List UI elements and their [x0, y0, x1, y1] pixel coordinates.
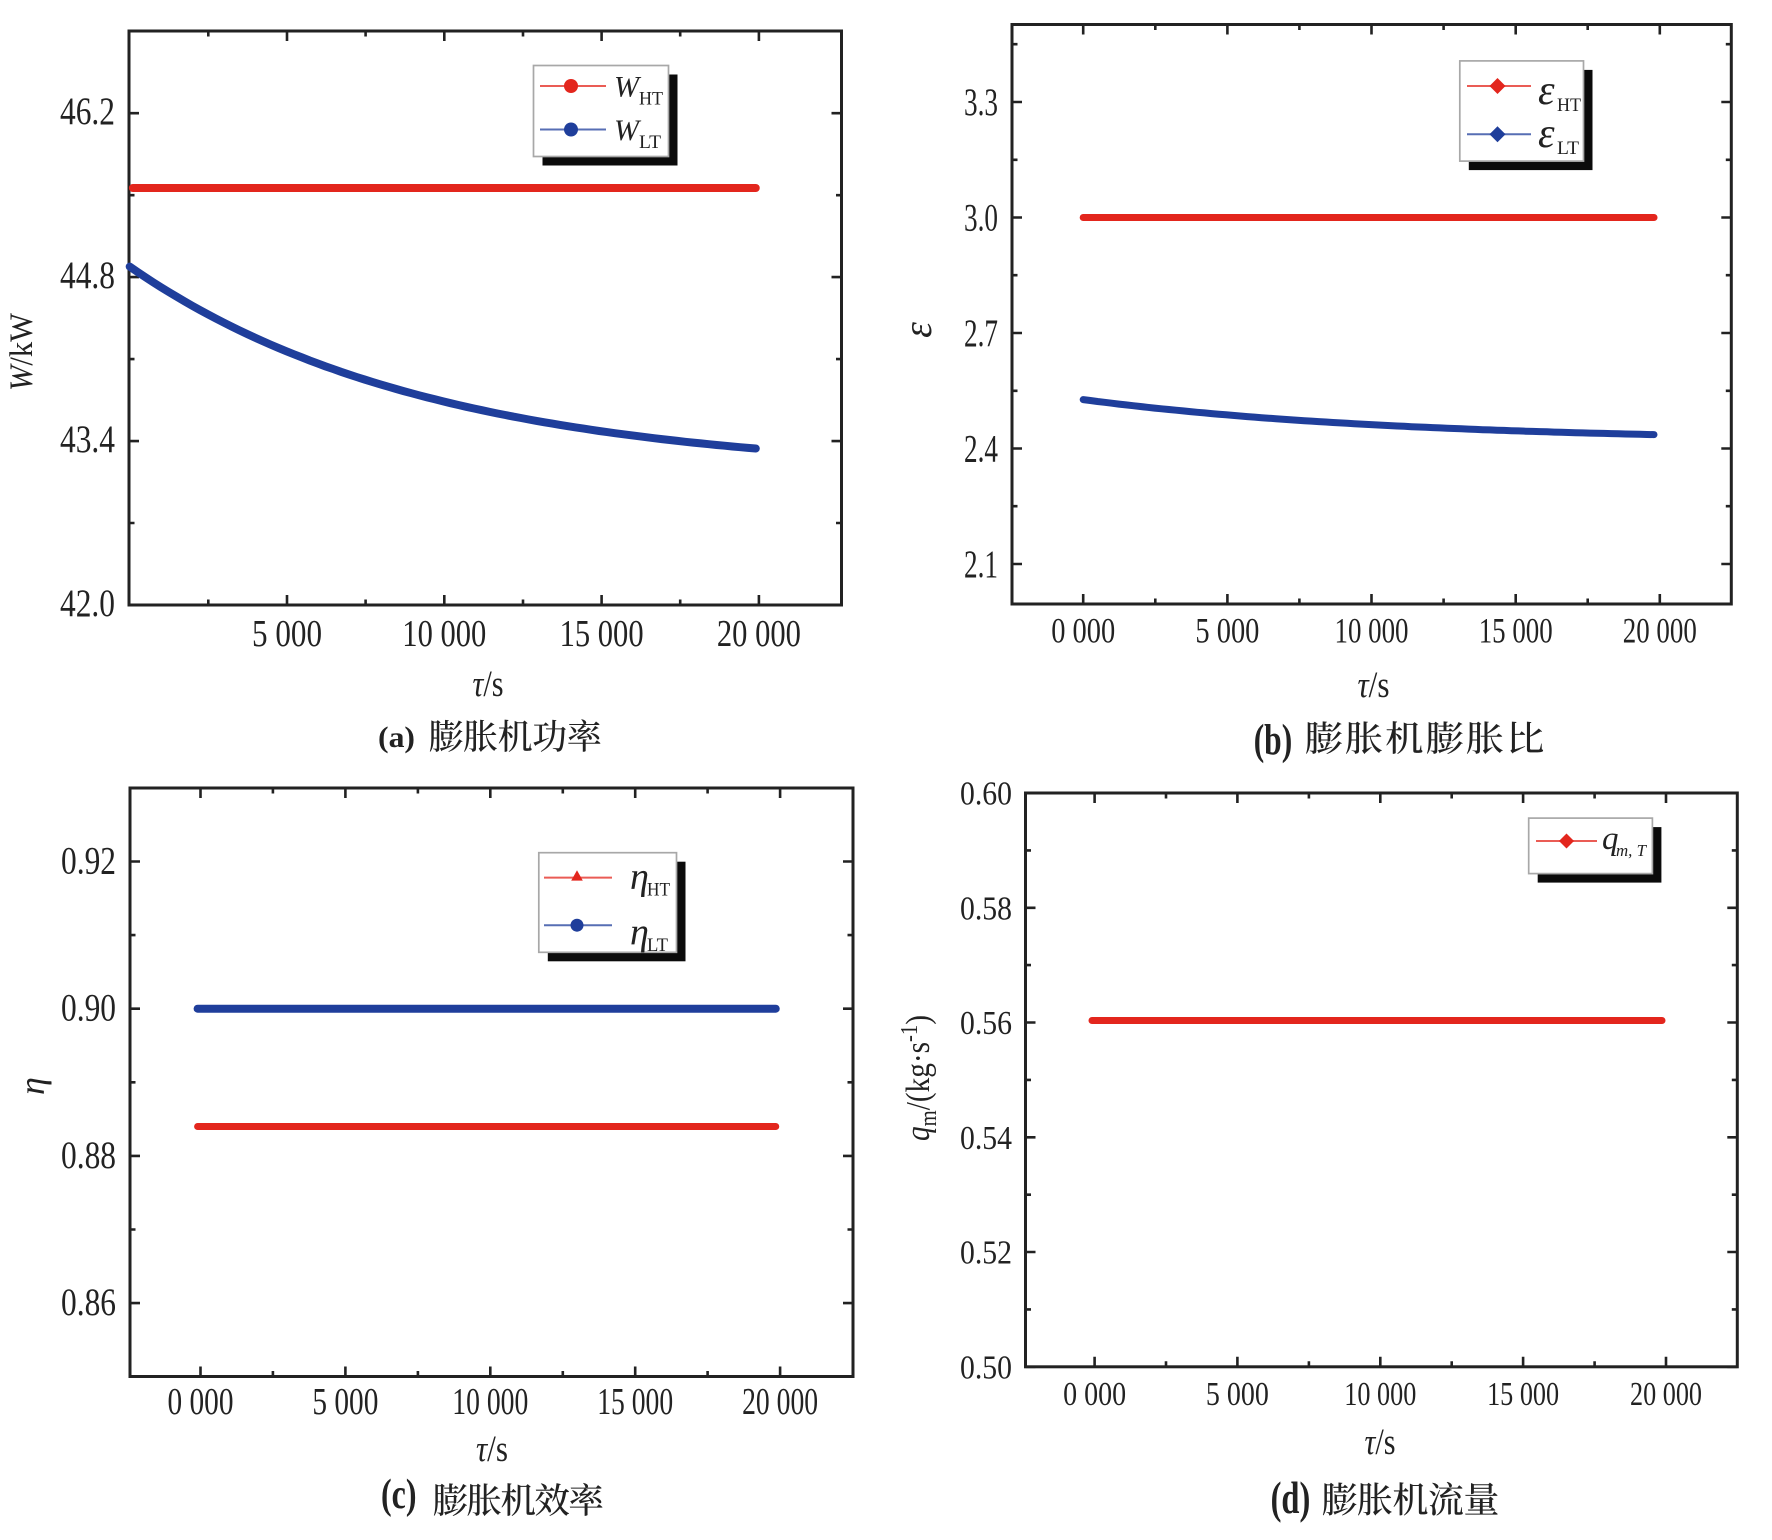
svg-text:15 000: 15 000	[560, 613, 644, 655]
svg-text:W: W	[614, 71, 642, 104]
svg-text:(c): (c)	[381, 1472, 417, 1518]
svg-text:10 000: 10 000	[1344, 1376, 1416, 1413]
svg-text:0.88: 0.88	[61, 1134, 116, 1177]
svg-text:ε: ε	[1538, 68, 1555, 114]
svg-text:0 000: 0 000	[168, 1381, 234, 1423]
svg-text:W: W	[614, 114, 642, 147]
svg-text:0.58: 0.58	[960, 890, 1012, 927]
svg-text:0.92: 0.92	[61, 840, 116, 883]
svg-text:τ/s: τ/s	[1365, 1422, 1396, 1463]
svg-text:η: η	[12, 1077, 52, 1095]
svg-text:LT: LT	[1557, 138, 1579, 159]
svg-text:(a): (a)	[378, 721, 415, 754]
svg-text:3.0: 3.0	[964, 197, 998, 240]
svg-text:5 000: 5 000	[1206, 1376, 1269, 1413]
svg-text:20 000: 20 000	[717, 613, 801, 655]
svg-text:HT: HT	[647, 880, 670, 901]
svg-text:(d): (d)	[1271, 1472, 1311, 1523]
svg-text:(b): (b)	[1254, 717, 1293, 764]
svg-text:0.52: 0.52	[960, 1235, 1012, 1272]
svg-text:τ/s: τ/s	[476, 1429, 508, 1470]
svg-text:0.54: 0.54	[960, 1120, 1012, 1157]
svg-text:5 000: 5 000	[312, 1381, 378, 1423]
svg-text:15 000: 15 000	[1479, 611, 1553, 651]
svg-text:2.1: 2.1	[964, 543, 998, 586]
svg-text:10 000: 10 000	[1335, 611, 1409, 651]
svg-text:2.4: 2.4	[964, 428, 998, 471]
svg-text:15 000: 15 000	[1487, 1376, 1559, 1413]
svg-text:η: η	[630, 856, 649, 898]
svg-text:m, T: m, T	[1616, 841, 1648, 860]
svg-text:W/kW: W/kW	[4, 312, 40, 391]
svg-text:5 000: 5 000	[252, 613, 322, 655]
svg-text:0.56: 0.56	[960, 1005, 1012, 1042]
svg-text:20 000: 20 000	[742, 1381, 818, 1423]
svg-text:ε: ε	[1538, 111, 1555, 157]
svg-text:0.60: 0.60	[960, 776, 1012, 813]
svg-text:42.0: 42.0	[60, 582, 115, 625]
svg-text:20 000: 20 000	[1630, 1376, 1702, 1413]
svg-text:15 000: 15 000	[597, 1381, 673, 1423]
svg-text:τ/s: τ/s	[1358, 665, 1390, 706]
svg-text:qm/(kg·s-1): qm/(kg·s-1)	[897, 1015, 942, 1141]
svg-text:44.8: 44.8	[60, 254, 115, 297]
svg-text:η: η	[630, 912, 649, 954]
svg-text:LT: LT	[639, 132, 661, 153]
svg-text:0.86: 0.86	[61, 1281, 116, 1324]
svg-text:3.3: 3.3	[964, 81, 998, 124]
svg-text:HT: HT	[639, 89, 663, 110]
svg-text:10 000: 10 000	[452, 1381, 528, 1423]
svg-text:τ/s: τ/s	[473, 664, 504, 705]
svg-text:10 000: 10 000	[402, 613, 486, 655]
svg-text:20 000: 20 000	[1623, 611, 1697, 651]
svg-text:0 000: 0 000	[1051, 611, 1115, 651]
svg-text:5 000: 5 000	[1195, 611, 1259, 651]
svg-text:0 000: 0 000	[1063, 1376, 1126, 1413]
svg-text:0.50: 0.50	[960, 1349, 1012, 1386]
svg-text:HT: HT	[1557, 95, 1581, 116]
svg-text:0.90: 0.90	[61, 987, 116, 1030]
svg-text:43.4: 43.4	[60, 418, 115, 461]
svg-text:q: q	[1602, 821, 1619, 857]
svg-text:LT: LT	[647, 935, 668, 956]
svg-text:ε: ε	[895, 322, 940, 338]
svg-text:46.2: 46.2	[60, 90, 115, 133]
svg-text:2.7: 2.7	[964, 312, 998, 355]
